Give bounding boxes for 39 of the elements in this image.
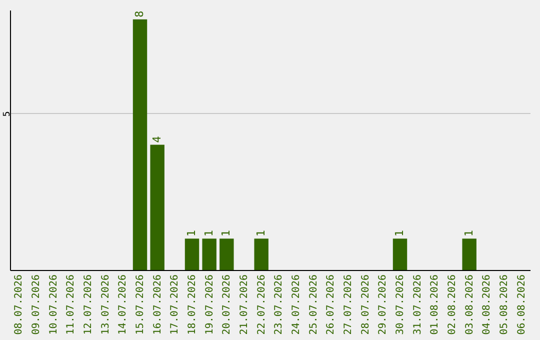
x-tick-label: 05.08.2026 (499, 274, 510, 335)
y-tick-label: 5 (2, 111, 12, 117)
data-label: 1 (202, 230, 216, 237)
x-tick-label: 25.07.2026 (308, 274, 320, 335)
x-tick-label: 13.07.2026 (100, 274, 112, 335)
data-label: 1 (254, 230, 268, 237)
x-tick-label: 08.07.2026 (14, 274, 25, 335)
x-tick-label: 15.07.2026 (135, 274, 146, 335)
x-tick-label: 09.07.2026 (31, 274, 42, 335)
x-tick-label: 22.07.2026 (256, 274, 268, 335)
data-label: 1 (220, 230, 233, 237)
x-tick-label: 26.07.2026 (326, 274, 337, 335)
data-label: 4 (150, 136, 164, 143)
data-label: 1 (393, 230, 406, 237)
x-tick-label: 12.07.2026 (83, 274, 94, 335)
x-tick-label: 06.08.2026 (516, 274, 528, 335)
data-label: 1 (185, 230, 198, 237)
x-tick-label: 24.07.2026 (291, 274, 302, 335)
x-tick-label: 18.07.2026 (187, 274, 198, 335)
x-tick-label: 10.07.2026 (48, 274, 60, 335)
x-tick-label: 03.08.2026 (464, 274, 476, 335)
x-tick-label: 01.08.2026 (430, 274, 441, 335)
x-tick-label: 29.07.2026 (378, 274, 389, 335)
data-label: 8 (133, 10, 146, 18)
x-tick-label: 23.07.2026 (274, 274, 285, 335)
x-tick-label: 31.07.2026 (412, 274, 424, 335)
x-tick-label: 16.07.2026 (152, 274, 164, 335)
x-tick-label: 27.07.2026 (343, 274, 354, 335)
x-tick-label: 14.07.2026 (118, 274, 129, 335)
x-tick-label: 17.07.2026 (170, 274, 181, 335)
data-label: 1 (462, 230, 476, 237)
x-tick-label: 20.07.2026 (222, 274, 233, 335)
x-tick-label: 21.07.2026 (239, 274, 250, 335)
x-tick-label: 28.07.2026 (360, 274, 372, 335)
x-tick-label: 11.07.2026 (66, 274, 77, 335)
x-tick-label: 02.08.2026 (447, 274, 458, 335)
x-tick-label: 19.07.2026 (204, 274, 216, 335)
x-tick-label: 04.08.2026 (482, 274, 493, 335)
x-tick-label: 30.07.2026 (395, 274, 406, 335)
